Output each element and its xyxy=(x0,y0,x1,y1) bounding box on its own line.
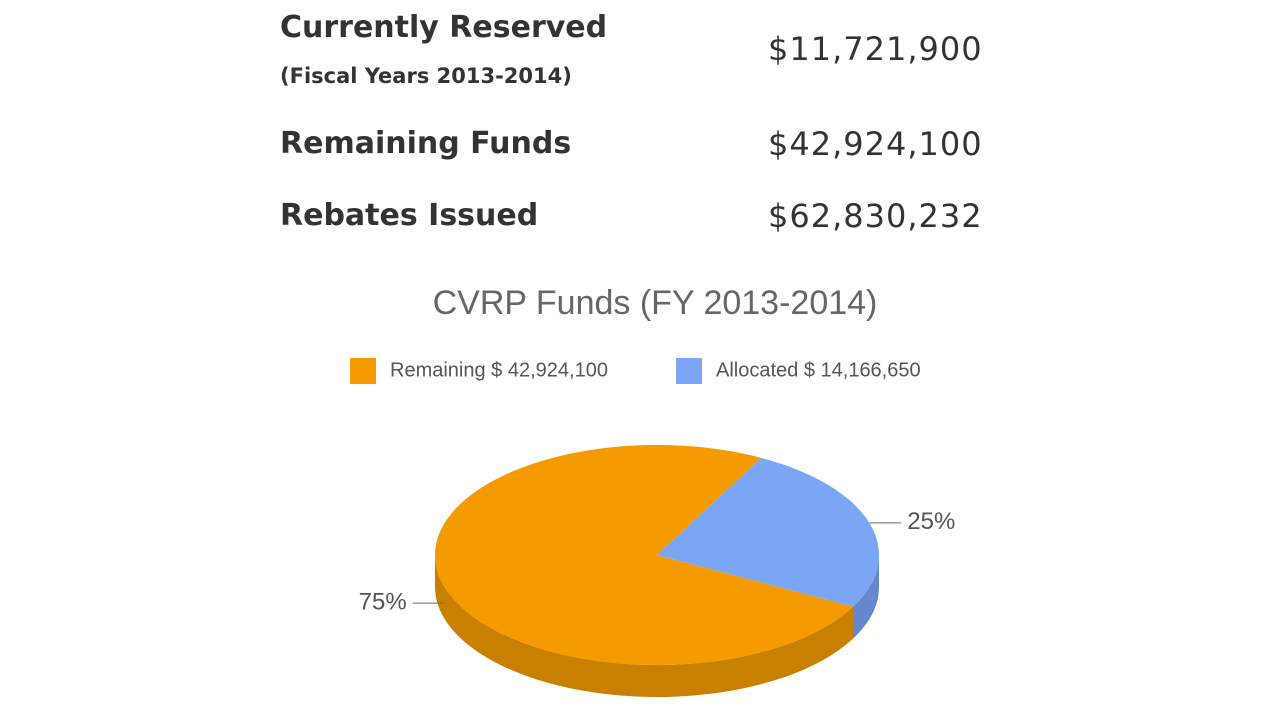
data-label: 75% xyxy=(359,589,407,616)
legend-label: Allocated $ 14,166,650 xyxy=(716,359,921,381)
stat-value: $11,721,900 xyxy=(768,30,983,68)
stat-value: $62,830,232 xyxy=(768,197,983,235)
legend-label: Remaining $ 42,924,100 xyxy=(390,359,608,381)
pie-slice xyxy=(435,444,854,665)
stat-value: $42,924,100 xyxy=(768,125,983,163)
data-label: 25% xyxy=(907,508,955,535)
legend-swatch xyxy=(676,358,702,384)
chart-title: CVRP Funds (FY 2013-2014) xyxy=(433,284,878,322)
stat-label: Currently Reserved xyxy=(280,10,608,45)
pie-side xyxy=(435,555,854,697)
pie-side xyxy=(853,555,879,639)
stat-note: (Fiscal Years 2013-2014) xyxy=(280,64,572,88)
stat-label: Rebates Issued xyxy=(280,198,539,233)
pie-slice xyxy=(657,457,879,607)
stat-label: Remaining Funds xyxy=(280,126,572,161)
legend-swatch xyxy=(350,358,376,384)
